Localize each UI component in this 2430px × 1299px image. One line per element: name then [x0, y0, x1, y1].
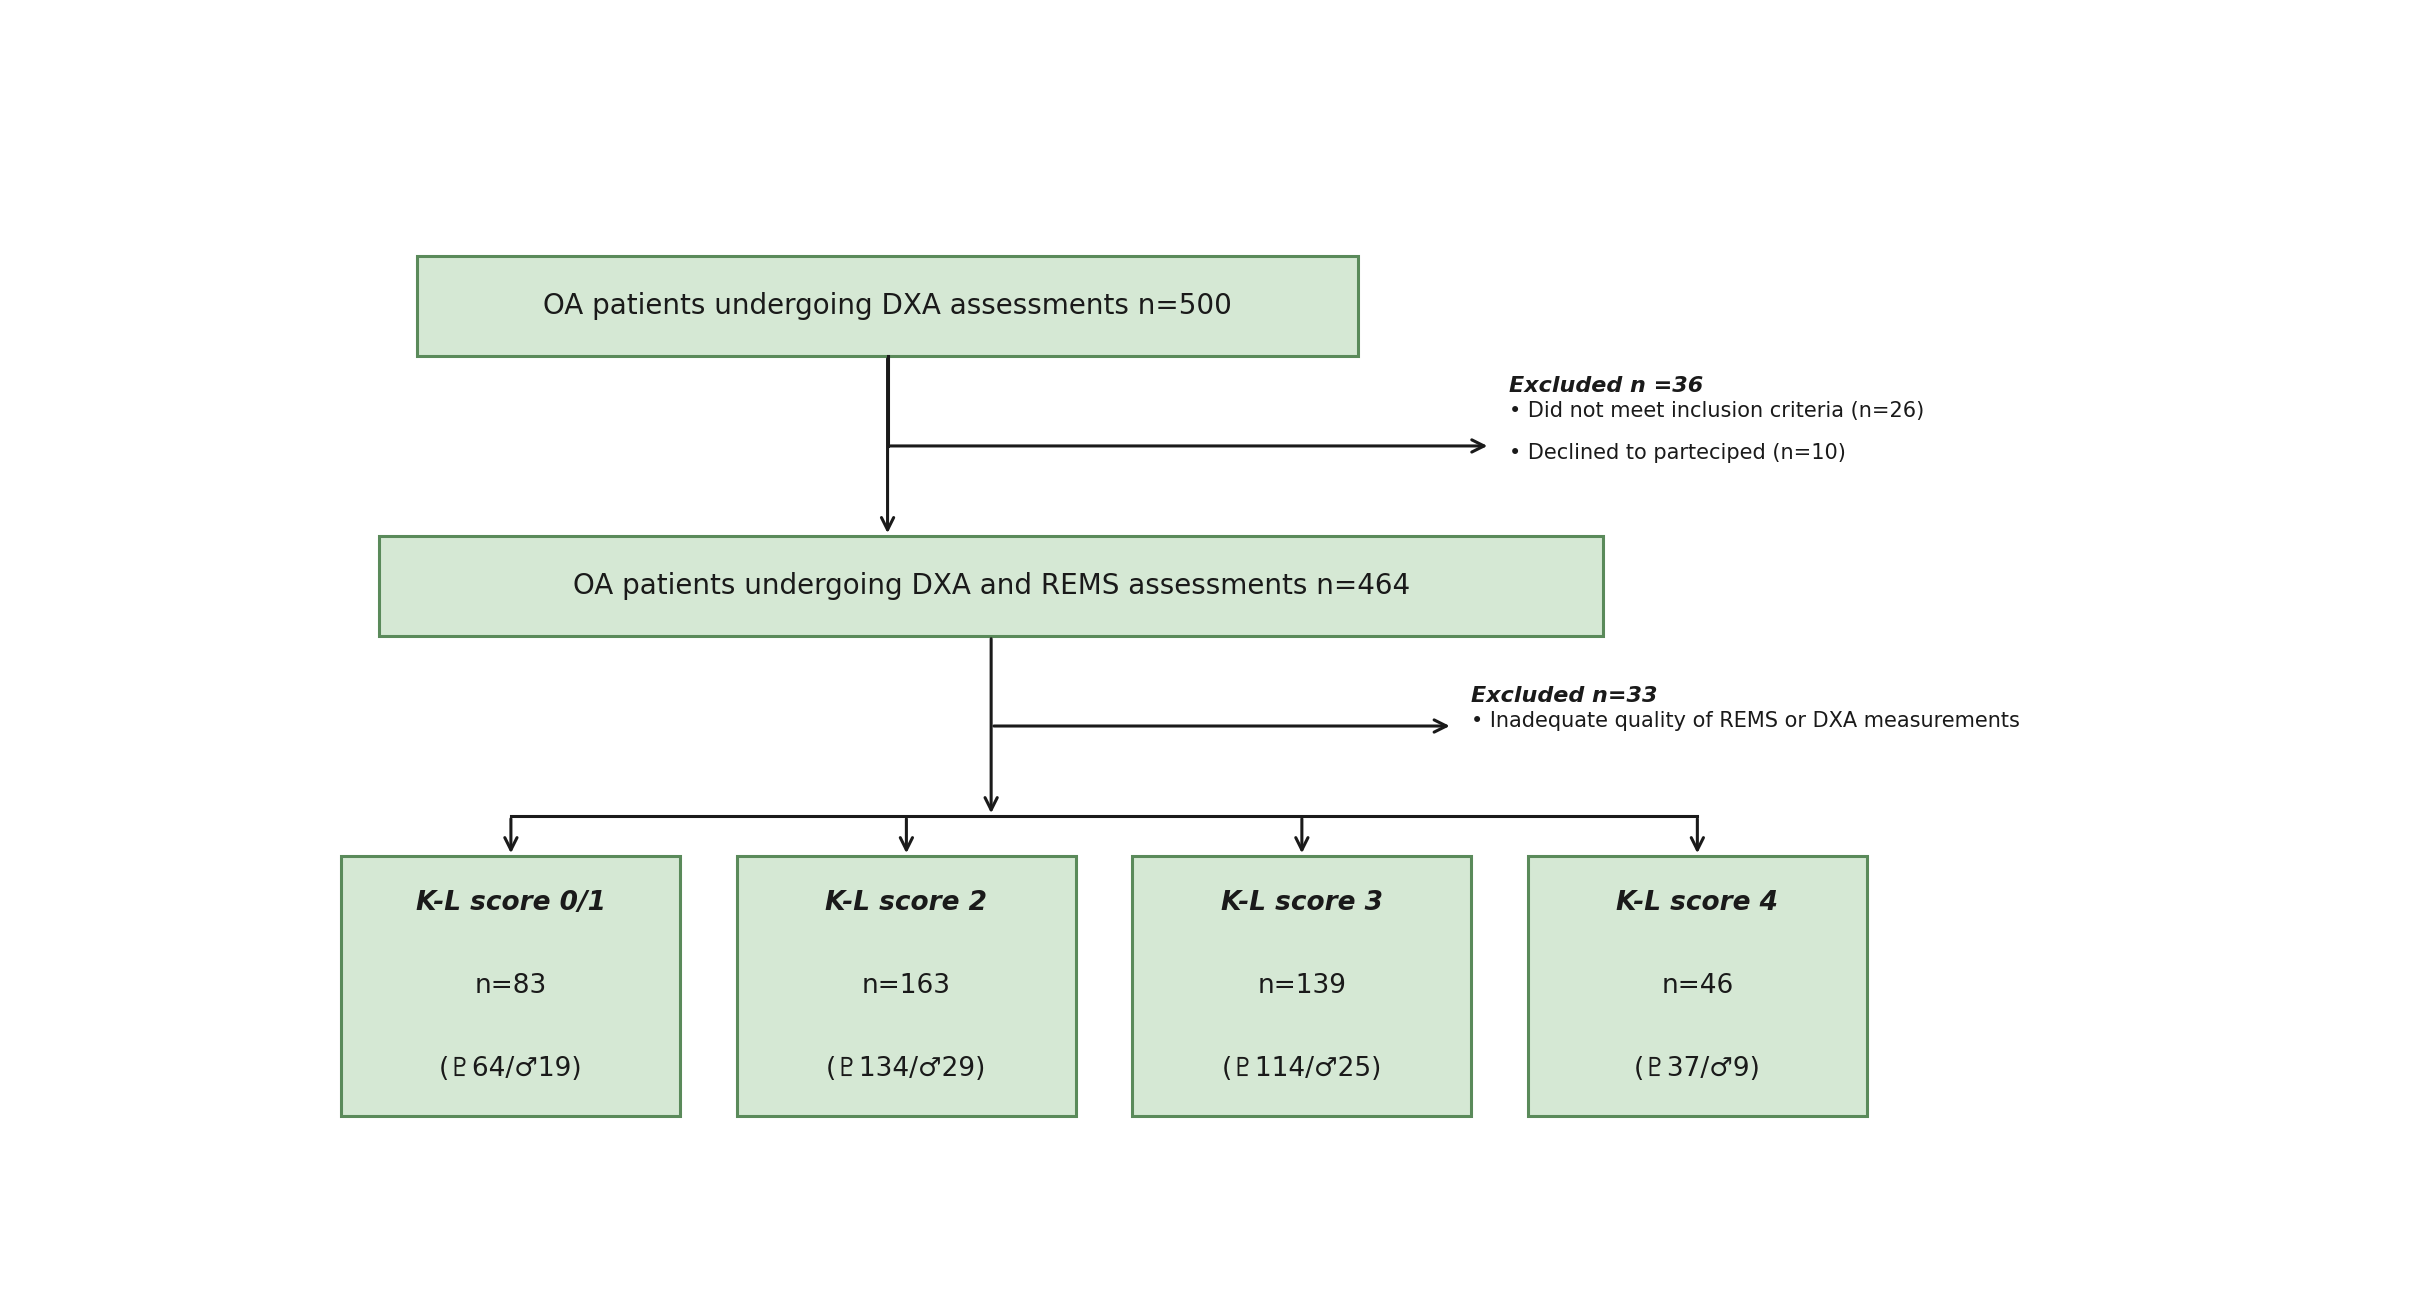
Text: (♇114/♂25): (♇114/♂25)	[1222, 1056, 1383, 1082]
FancyBboxPatch shape	[379, 536, 1604, 637]
Text: K-L score 0/1: K-L score 0/1	[416, 890, 605, 916]
Text: OA patients undergoing DXA and REMS assessments n=464: OA patients undergoing DXA and REMS asse…	[573, 572, 1409, 600]
FancyBboxPatch shape	[340, 856, 680, 1116]
Text: n=46: n=46	[1662, 973, 1733, 999]
Text: n=163: n=163	[863, 973, 950, 999]
FancyBboxPatch shape	[1132, 856, 1473, 1116]
Text: K-L score 2: K-L score 2	[826, 890, 987, 916]
FancyBboxPatch shape	[1528, 856, 1866, 1116]
Text: n=139: n=139	[1256, 973, 1346, 999]
Text: • Declined to parteciped (n=10): • Declined to parteciped (n=10)	[1509, 443, 1847, 462]
Text: • Did not meet inclusion criteria (n=26): • Did not meet inclusion criteria (n=26)	[1509, 401, 1925, 421]
Text: (♇37/♂9): (♇37/♂9)	[1633, 1056, 1762, 1082]
FancyBboxPatch shape	[418, 256, 1358, 356]
Text: OA patients undergoing DXA assessments n=500: OA patients undergoing DXA assessments n…	[544, 292, 1232, 320]
Text: K-L score 3: K-L score 3	[1220, 890, 1383, 916]
Text: (♇64/♂19): (♇64/♂19)	[440, 1056, 583, 1082]
Text: Excluded n =36: Excluded n =36	[1509, 375, 1703, 396]
Text: • Inadequate quality of REMS or DXA measurements: • Inadequate quality of REMS or DXA meas…	[1473, 711, 2019, 731]
Text: K-L score 4: K-L score 4	[1616, 890, 1779, 916]
Text: Excluded n=33: Excluded n=33	[1473, 686, 1657, 707]
Text: (♇134/♂29): (♇134/♂29)	[826, 1056, 987, 1082]
Text: n=83: n=83	[474, 973, 547, 999]
FancyBboxPatch shape	[736, 856, 1076, 1116]
